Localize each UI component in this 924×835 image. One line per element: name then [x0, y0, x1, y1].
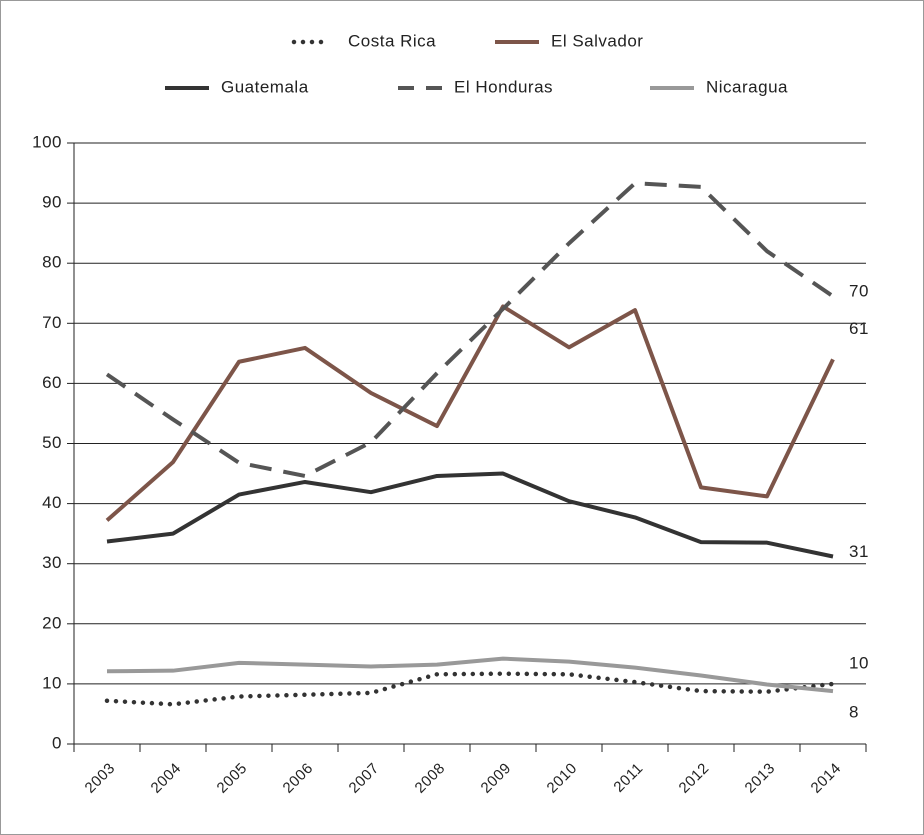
end-label: 31: [849, 542, 869, 561]
y-tick-label: 60: [42, 373, 62, 392]
y-tick-label: 70: [42, 313, 62, 332]
end-label: 70: [849, 282, 869, 301]
y-tick-label: 100: [32, 132, 62, 151]
end-label: 10: [849, 653, 869, 672]
y-tick-label: 30: [42, 553, 62, 572]
series-line: [106, 471, 834, 559]
series-line: [106, 656, 834, 694]
legend-label: Nicaragua: [706, 77, 788, 96]
end-label: 61: [849, 319, 869, 338]
end-label: 8: [849, 703, 859, 722]
y-tick-label: 90: [42, 193, 62, 212]
y-tick-label: 0: [52, 733, 62, 752]
series-line: [105, 304, 835, 522]
y-tick-label: 50: [42, 433, 62, 452]
legend-label: Guatemala: [221, 77, 309, 96]
series-line: [105, 181, 835, 478]
y-tick-label: 40: [42, 493, 62, 512]
legend-label: Costa Rica: [348, 31, 436, 50]
legend-label: El Honduras: [454, 77, 553, 96]
y-tick-label: 20: [42, 613, 62, 632]
y-tick-label: 10: [42, 673, 62, 692]
y-tick-label: 80: [42, 253, 62, 272]
legend-label: El Salvador: [551, 31, 643, 50]
